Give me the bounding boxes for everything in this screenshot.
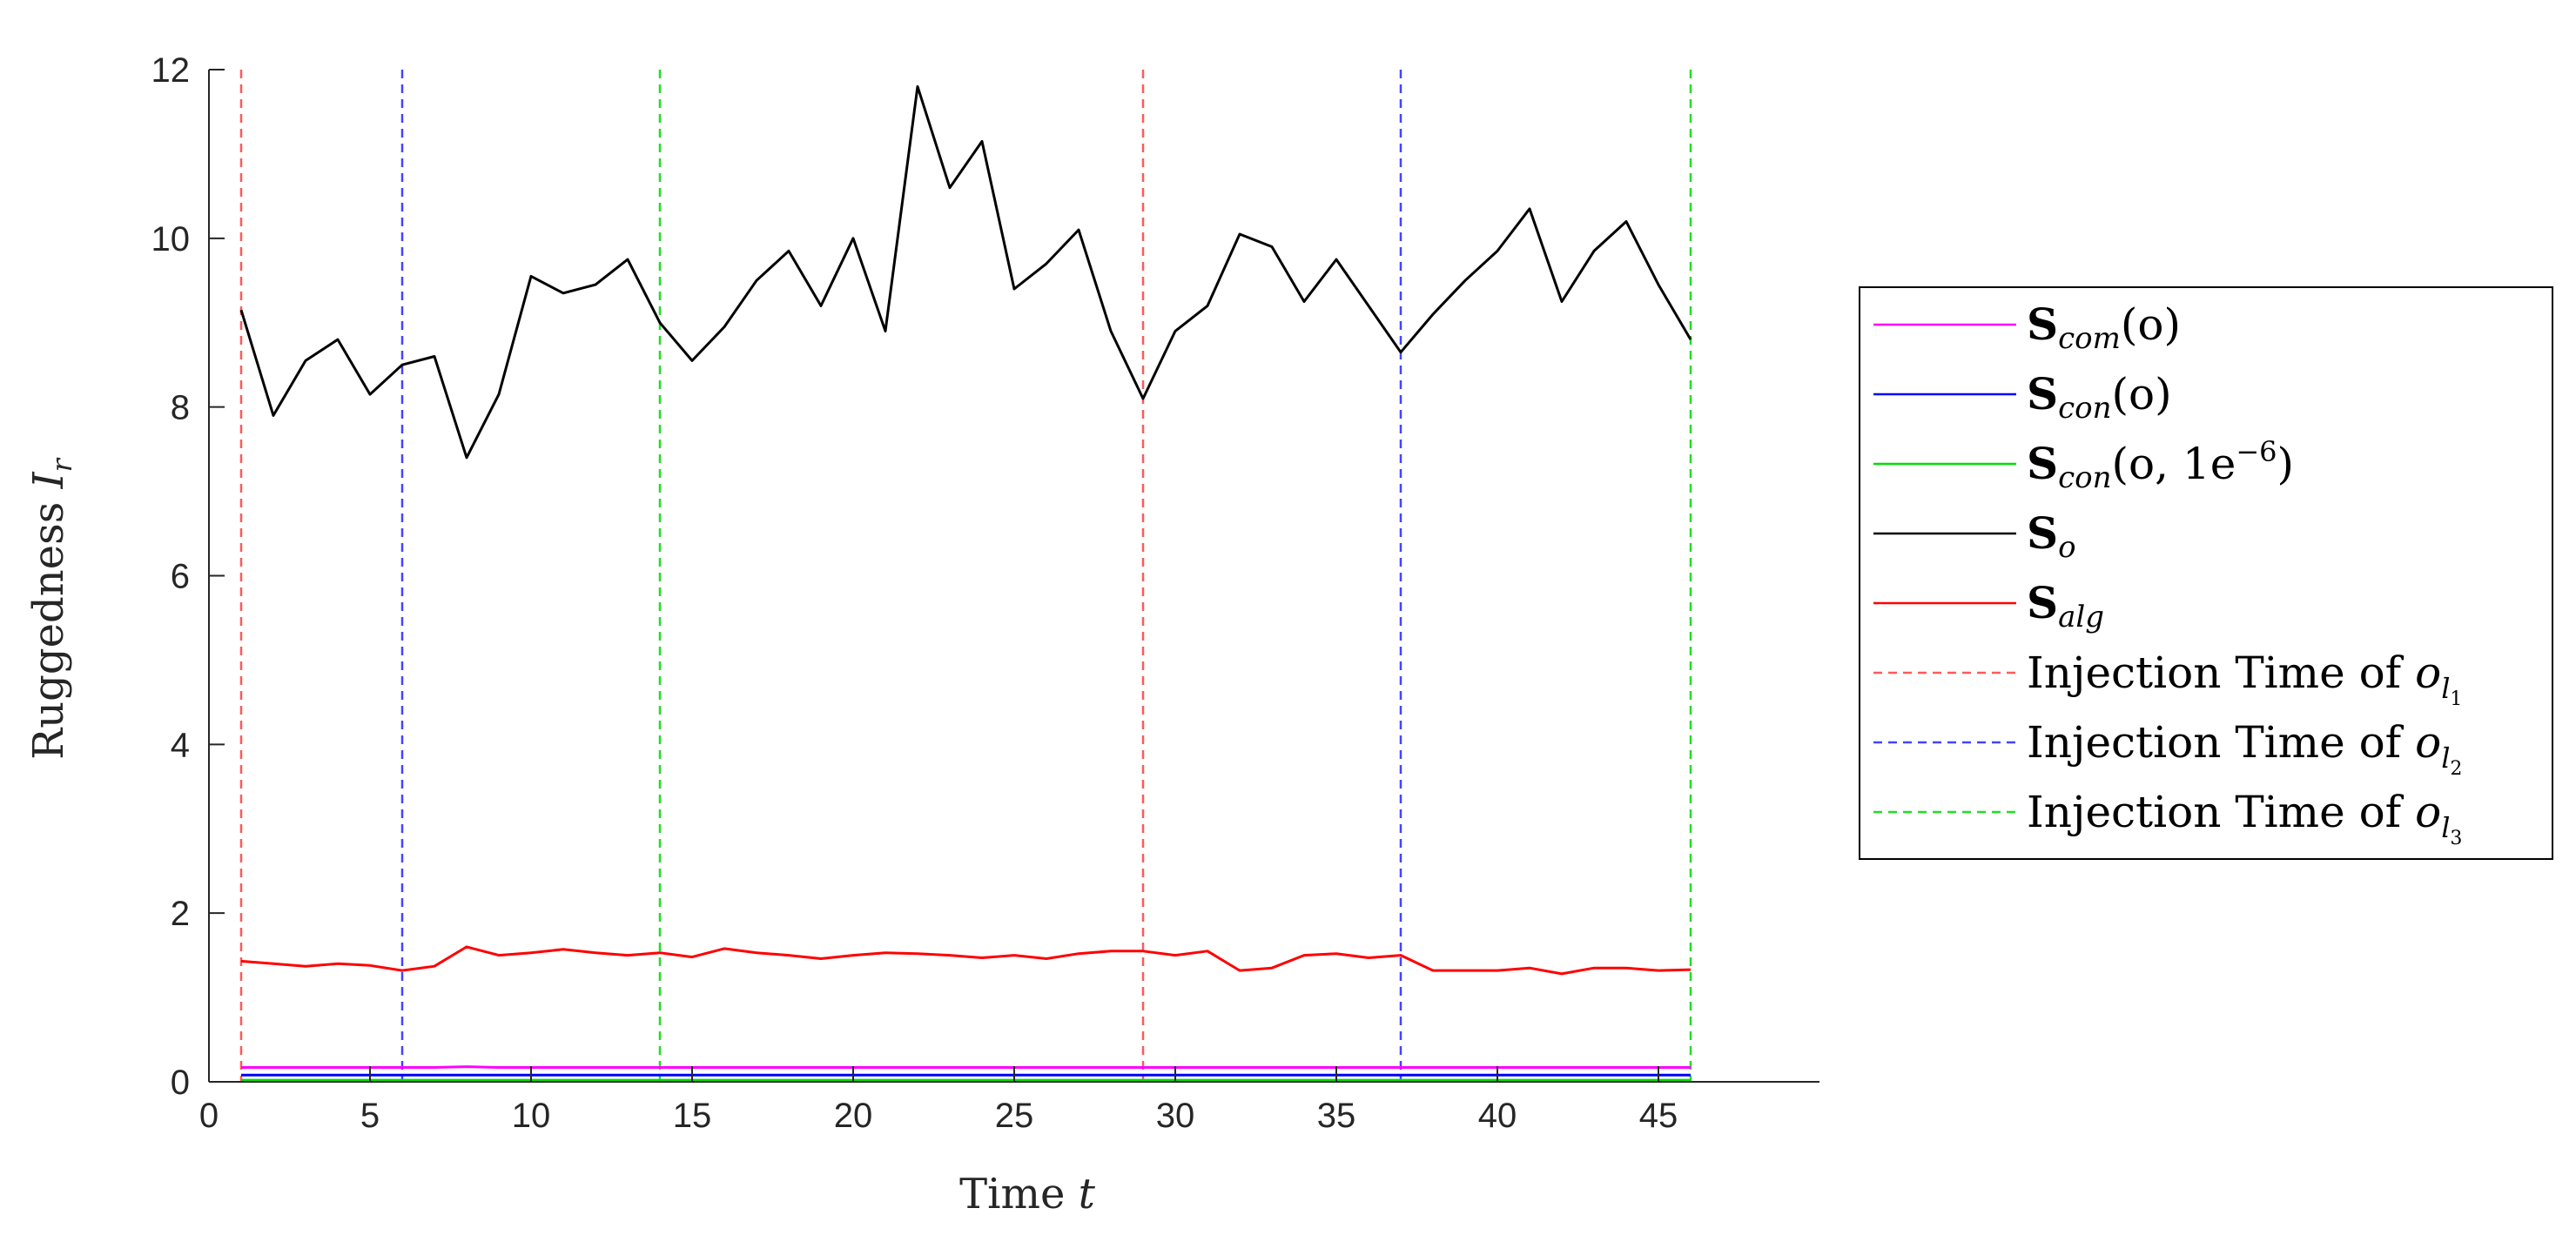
legend-label-So: So: [2027, 507, 2076, 565]
legend-symbol: S: [2027, 577, 2058, 628]
x-axis-title-prefix: Time: [959, 1170, 1079, 1218]
x-tick-label: 10: [512, 1097, 551, 1135]
legend-text: Injection Time of: [2027, 648, 2415, 698]
legend-text: Injection Time of: [2027, 787, 2415, 837]
legend-variable: o: [2415, 648, 2441, 698]
y-axis: 0 2 4 6 8 10 12: [151, 51, 225, 1102]
legend-symbol: S: [2027, 299, 2058, 350]
legend-subscript: com: [2058, 321, 2121, 356]
legend-label-Salg: Salg: [2027, 577, 2104, 634]
legend-subscript: alg: [2058, 600, 2104, 634]
legend-symbol: S: [2027, 507, 2058, 559]
legend-suffix: (o): [2112, 369, 2172, 419]
x-tick-label: 15: [673, 1097, 712, 1135]
legend-subsubscript: 1: [2450, 688, 2462, 710]
legend-superscript: −6: [2236, 435, 2277, 468]
legend-text: Injection Time of: [2027, 717, 2415, 768]
legend-subscript: l: [2441, 811, 2450, 844]
legend-subscript: o: [2058, 530, 2075, 565]
legend-symbol: S: [2027, 368, 2058, 419]
x-axis: 0 5 10 15 20 25 30 35 40 45: [199, 1066, 1819, 1135]
y-axis-title-variable: I: [24, 471, 73, 489]
x-tick-label: 30: [1156, 1097, 1195, 1135]
y-axis-title-prefix: Ruggedness: [24, 488, 73, 759]
series-line-Salg: [240, 945, 1692, 976]
legend-label-Scon1e6: Scon(o, 1e−6): [2027, 435, 2294, 495]
x-tick-label: 40: [1478, 1097, 1517, 1135]
series-line-Scom: [241, 1065, 1691, 1069]
legend-label-Scom: Scom(o): [2027, 299, 2181, 356]
legend-label-inj2: Injection Time of ol2: [2027, 717, 2462, 780]
legend-label-inj1: Injection Time of ol1: [2027, 648, 2462, 710]
x-tick-label: 20: [834, 1097, 873, 1135]
legend-box: [1859, 286, 2553, 860]
y-tick-label: 10: [151, 220, 191, 258]
y-axis-title: Ruggedness Ir: [24, 457, 78, 759]
x-axis-title: Time t: [959, 1170, 1096, 1218]
x-tick-label: 5: [360, 1097, 380, 1135]
legend-subscript: l: [2441, 742, 2450, 775]
plot-area: [239, 70, 1692, 1082]
y-tick-label: 4: [171, 726, 190, 764]
legend-tail: ): [2277, 439, 2295, 489]
x-axis-title-variable: t: [1079, 1170, 1096, 1218]
y-tick-label: 2: [171, 895, 190, 933]
legend-subsubscript: 2: [2450, 758, 2462, 780]
y-tick-label: 12: [151, 51, 191, 90]
x-tick-label: 0: [199, 1097, 219, 1135]
y-axis-title-subscript: r: [45, 457, 78, 472]
legend: Scom(o)Scon(o)Scon(o, 1e−6)SoSalgInjecti…: [1859, 286, 2553, 860]
series-line-So: [239, 84, 1692, 460]
x-tick-label: 35: [1317, 1097, 1356, 1135]
legend-subsubscript: 3: [2450, 828, 2462, 849]
legend-subscript: con: [2058, 391, 2111, 426]
legend-subscript: l: [2441, 672, 2450, 705]
legend-variable: o: [2415, 717, 2441, 768]
x-tick-label: 45: [1639, 1097, 1678, 1135]
y-tick-label: 8: [171, 389, 190, 427]
legend-label-inj3: Injection Time of ol3: [2027, 787, 2462, 849]
x-tick-label: 25: [995, 1097, 1034, 1135]
y-tick-label: 0: [171, 1064, 190, 1102]
legend-label-Scon: Scon(o): [2027, 368, 2172, 426]
legend-symbol: S: [2027, 438, 2058, 489]
legend-subscript: con: [2058, 460, 2111, 495]
legend-suffix: (o): [2121, 299, 2181, 350]
legend-variable: o: [2415, 787, 2441, 837]
y-tick-label: 6: [171, 558, 190, 596]
legend-suffix: (o, 1e: [2112, 439, 2236, 489]
